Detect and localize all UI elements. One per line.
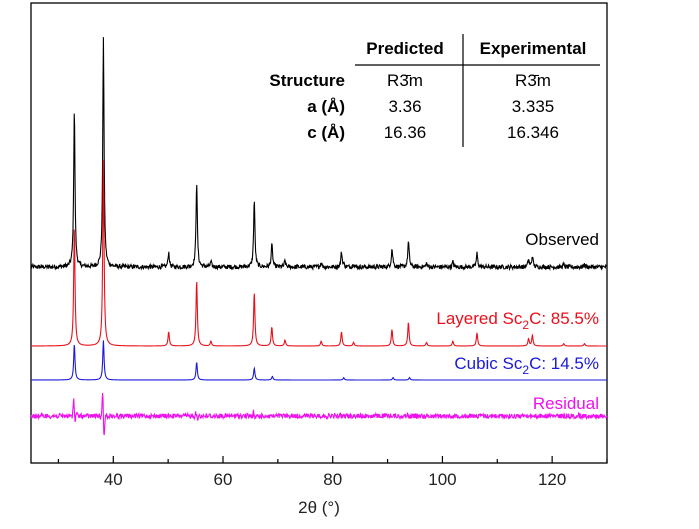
x-axis-ticks (57, 456, 608, 463)
residual-trace (30, 393, 608, 436)
table-cell: 3.335 (512, 97, 555, 116)
cubic-label: Cubic Sc2C: 14.5% (454, 354, 599, 377)
table-cell: R3̄m (515, 71, 551, 90)
table-cell: 3.36 (388, 97, 421, 116)
table-header: Predicted (366, 39, 443, 58)
table-row-label: a (Å) (307, 97, 345, 116)
x-axis-tick-labels: 40 60 80 100 120 (104, 470, 567, 489)
lattice-table: Predicted Experimental Structure R3̄m R3̄m a … (269, 34, 600, 147)
series-labels: Observed Layered Sc2C: 85.5% Cubic Sc2C: 1… (436, 230, 599, 413)
x-tick-label: 100 (428, 470, 456, 489)
table-row-label: c (Å) (307, 123, 345, 142)
plot-frame (30, 2, 608, 464)
layered-trace (31, 159, 607, 347)
layered-label: Layered Sc2C: 85.5% (436, 309, 599, 332)
table-cell: 16.36 (384, 123, 427, 142)
plot-border (30, 2, 608, 464)
x-tick-label: 60 (214, 470, 233, 489)
table-cell: 16.346 (507, 123, 559, 142)
table-header: Experimental (480, 39, 587, 58)
x-tick-label: 120 (538, 470, 566, 489)
x-axis-label: 2θ (°) (298, 498, 340, 517)
traces (30, 37, 608, 436)
observed-label: Observed (525, 230, 599, 249)
table-row-label: Structure (269, 71, 345, 90)
table-cell: R3̄m (387, 71, 423, 90)
residual-label: Residual (533, 394, 599, 413)
x-tick-label: 80 (323, 470, 342, 489)
observed-trace (30, 37, 608, 272)
x-tick-label: 40 (104, 470, 123, 489)
cubic-trace (31, 340, 607, 381)
